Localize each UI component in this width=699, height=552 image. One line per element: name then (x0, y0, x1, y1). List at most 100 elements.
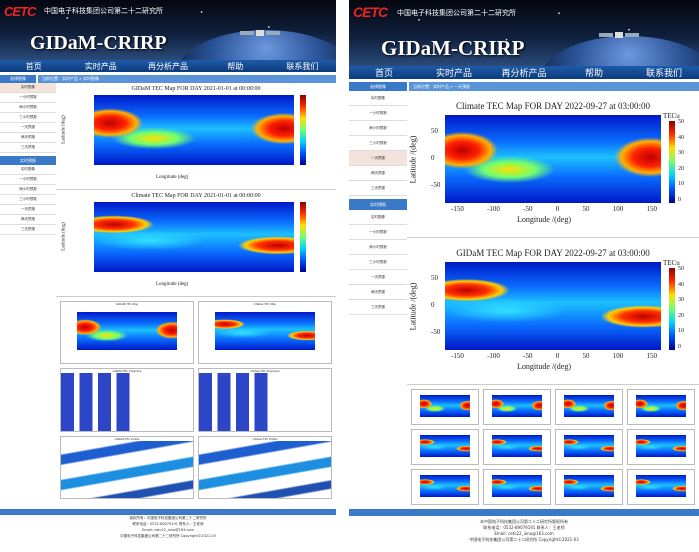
colorbar (300, 95, 306, 165)
thumbnail[interactable] (555, 469, 623, 505)
colorbar (669, 121, 675, 203)
thumbnail[interactable] (627, 469, 695, 505)
org-name: 中国电子科技集团公司第二十二研究所 (397, 10, 516, 17)
thumbnail[interactable]: GIDaM TEC Projection (60, 368, 194, 432)
left-screenshot: CETC 中国电子科技集团公司第二十二研究所 GIDaM-CRIRP 首页 实时… (0, 0, 336, 552)
sidebar-item-active[interactable]: 一天预报 (349, 151, 407, 166)
map-title: GIDaM TEC Map FOR DAY 2022-09-27 at 03:0… (456, 248, 650, 258)
sidebar: 实时图像 一小时预报 两小时预报 三小时预报 一天预报 两天预报 三天预报 实时… (349, 91, 407, 509)
sidebar-item[interactable]: 一天预报 (0, 123, 56, 133)
sidebar-item[interactable]: 两小时预报 (0, 103, 56, 113)
sidebar-item[interactable]: 三小时预报 (349, 255, 407, 270)
sidebar-item[interactable]: 两天预报 (0, 133, 56, 143)
tec-map-plot (94, 95, 294, 165)
map-title: GIDaM TEC Map FOR DAY 2021-01-01 at 00:0… (131, 86, 261, 92)
header-banner: CETC 中国电子科技集团公司第二十二研究所 GIDaM-CRIRP (349, 0, 699, 66)
thumbnail[interactable] (411, 429, 479, 465)
main-nav: 首页 实时产品 再分析产品 帮助 联系我们 (0, 60, 336, 72)
sidebar-item[interactable]: 两小时预报 (0, 185, 56, 195)
thumbnail[interactable] (411, 469, 479, 505)
sidebar-item[interactable]: 三天预报 (0, 225, 56, 235)
climate-map-card: Climate TEC Map FOR DAY 2022-09-27 at 03… (407, 91, 699, 238)
header-banner: CETC 中国电子科技集团公司第二十二研究所 GIDaM-CRIRP (0, 0, 336, 60)
colorbar-label: TECu (663, 112, 680, 120)
footer-bar (349, 509, 699, 516)
x-axis-label: Longitude /(deg) (517, 362, 571, 371)
breadcrumb: 当前位置：实时产品 » 一天预报 (409, 82, 699, 91)
thumbnail[interactable] (411, 389, 479, 425)
site-title: GIDaM-CRIRP (381, 36, 525, 60)
cetc-logo: CETC (4, 4, 36, 19)
thumbnail[interactable] (483, 389, 551, 425)
nav-reanalysis[interactable]: 再分析产品 (501, 68, 547, 78)
sidebar-item[interactable]: 两天预报 (0, 215, 56, 225)
sidebar-section-header: 实时预报 (349, 199, 407, 210)
thumbnail[interactable] (555, 389, 623, 425)
sidebar-item[interactable]: 三天预报 (349, 181, 407, 196)
nav-realtime[interactable]: 实时产品 (435, 68, 472, 78)
thumbnail[interactable] (627, 389, 695, 425)
thumbnail[interactable]: Climate TEC Projection (198, 368, 332, 432)
select-image-tab[interactable]: 选择图像 (349, 82, 407, 91)
cetc-logo: CETC (353, 4, 388, 20)
content-area: GIDaM TEC Map FOR DAY 2021-01-01 at 00:0… (56, 83, 336, 503)
sidebar-item[interactable]: 一小时预报 (0, 175, 56, 185)
y-axis-label: Latitude (deg) (61, 222, 67, 251)
content-area: Climate TEC Map FOR DAY 2022-09-27 at 03… (407, 91, 699, 509)
nav-home[interactable]: 首页 (25, 61, 42, 71)
sidebar-item[interactable]: 一天预报 (0, 205, 56, 215)
breadcrumb: 当前位置：实时产品 » 实时图像 (38, 75, 336, 83)
sidebar-item[interactable]: 三小时预报 (349, 136, 407, 151)
x-ticks: -150 -100 -50 0 50 100 150 (451, 352, 657, 360)
thumbnail[interactable] (627, 429, 695, 465)
thumbnail[interactable] (483, 429, 551, 465)
forecast-thumbnail-grid (407, 385, 699, 509)
sidebar-item[interactable]: 两天预报 (349, 166, 407, 181)
thumbnail[interactable]: Climate TEC Profile (198, 435, 332, 499)
nav-help[interactable]: 帮助 (227, 61, 244, 71)
nav-reanalysis[interactable]: 再分析产品 (148, 61, 188, 71)
thumbnail[interactable]: GIDaM TEC Profile (60, 435, 194, 499)
site-title: GIDaM-CRIRP (30, 32, 167, 54)
nav-contact[interactable]: 联系我们 (645, 68, 682, 78)
satellite-icon (240, 30, 280, 36)
sidebar-item[interactable]: 两天预报 (349, 285, 407, 300)
gidam-map-card: GIDaM TEC Map FOR DAY 2022-09-27 at 03:0… (407, 238, 699, 385)
y-axis-label: Latitude /(deg) (408, 135, 418, 184)
sidebar-item[interactable]: 一天预报 (349, 270, 407, 285)
sidebar: 实时图像 一小时预报 两小时预报 三小时预报 一天预报 两天预报 三天预报 实时… (0, 83, 56, 503)
thumbnail[interactable]: GIDaM TEC Map (60, 301, 194, 365)
x-axis-label: Longitude /(deg) (517, 215, 571, 224)
sidebar-item[interactable]: 一小时预报 (349, 106, 407, 121)
sidebar-item[interactable]: 实时图像 (349, 210, 407, 225)
thumbnail[interactable]: Climate TEC Map (198, 301, 332, 365)
sidebar-item[interactable]: 一小时预报 (0, 93, 56, 103)
sidebar-item[interactable]: 三天预报 (0, 143, 56, 153)
sidebar-item[interactable]: 实时图像 (349, 91, 407, 106)
x-axis-label: Longitude (deg) (156, 282, 189, 287)
sidebar-section-header: 实时预报 (0, 156, 56, 165)
sidebar-item[interactable]: 两小时预报 (349, 121, 407, 136)
nav-help[interactable]: 帮助 (584, 68, 603, 78)
sidebar-item[interactable]: 实时图像 (0, 83, 56, 93)
climate-map-card: Climate TEC Map FOR DAY 2021-01-01 at 00… (56, 190, 336, 297)
sidebar-item[interactable]: 三小时预报 (0, 113, 56, 123)
x-ticks: -150 -100 -50 0 50 100 150 (451, 205, 657, 213)
sidebar-item[interactable]: 三小时预报 (0, 195, 56, 205)
thumbnail[interactable] (555, 429, 623, 465)
sidebar-item[interactable]: 一小时预报 (349, 225, 407, 240)
y-axis-label: Latitude (deg) (61, 115, 67, 144)
colorbar-ticks: 50 40 30 20 10 0 (678, 119, 684, 203)
thumbnail-grid: GIDaM TEC Map Climate TEC Map GIDaM TEC … (56, 297, 336, 503)
nav-realtime[interactable]: 实时产品 (84, 61, 117, 71)
footer: 本中国电子科技集团公司第二十二研究所版权所有 联系电话：0532-8907919… (469, 519, 579, 542)
thumbnail[interactable] (483, 469, 551, 505)
sidebar-item[interactable]: 两小时预报 (349, 240, 407, 255)
sidebar-item[interactable]: 三天预报 (349, 300, 407, 315)
climate-map-plot (94, 202, 294, 272)
nav-contact[interactable]: 联系我们 (286, 61, 319, 71)
select-image-tab[interactable]: 选择图像 (0, 75, 36, 83)
footer: 版权所有：中国电子科技集团公司第二十二研究所 联系电话：0532-8907919… (120, 516, 216, 538)
nav-home[interactable]: 首页 (374, 68, 393, 78)
sidebar-item[interactable]: 实时图像 (0, 165, 56, 175)
